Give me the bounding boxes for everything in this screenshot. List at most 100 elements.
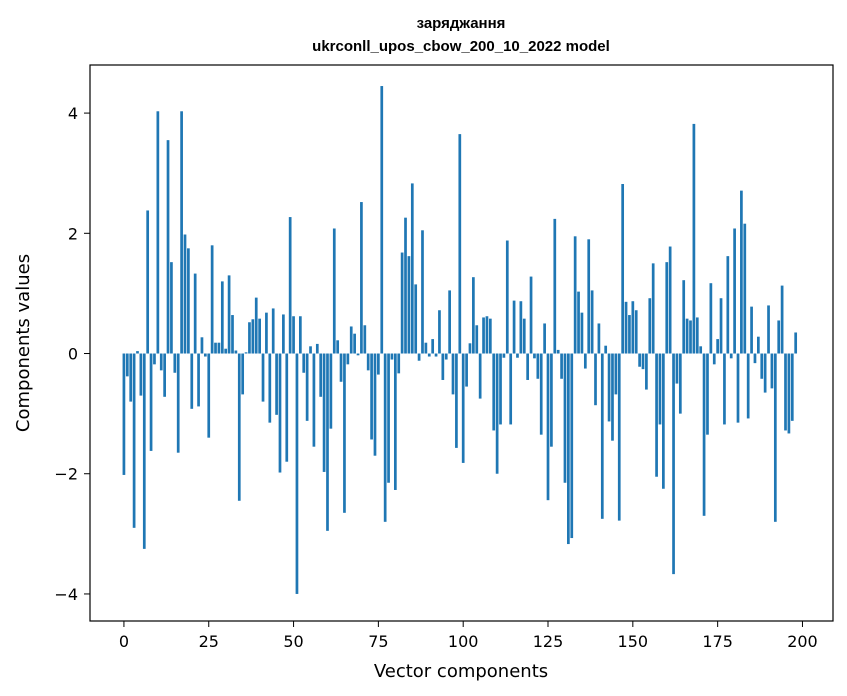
bar	[611, 353, 614, 441]
bar	[393, 353, 397, 490]
bar	[251, 319, 255, 354]
y-tick-label: 2	[68, 224, 78, 243]
bar	[570, 353, 574, 539]
bar	[417, 353, 421, 361]
bar	[322, 353, 326, 472]
bar	[624, 301, 628, 354]
bar	[529, 276, 533, 354]
bar	[268, 353, 272, 423]
bar	[634, 310, 638, 354]
bar	[787, 353, 791, 434]
bar	[580, 312, 584, 354]
x-tick-label: 0	[119, 632, 129, 651]
bar	[770, 353, 774, 389]
bar	[258, 318, 261, 354]
bar	[173, 353, 177, 373]
bars-group	[122, 86, 798, 594]
bar	[678, 353, 682, 414]
bar	[641, 353, 645, 370]
bar	[505, 240, 509, 354]
bar	[716, 339, 719, 354]
bar	[773, 353, 777, 522]
bar	[431, 339, 435, 354]
bar	[224, 348, 228, 354]
bar	[723, 353, 726, 425]
bar	[275, 353, 278, 415]
bar	[254, 297, 258, 354]
bar	[444, 353, 448, 360]
bar	[278, 353, 282, 473]
bar	[784, 353, 787, 431]
bar	[363, 325, 367, 354]
bar	[309, 346, 312, 354]
bar	[543, 323, 546, 354]
bar	[142, 353, 146, 549]
bar	[672, 353, 675, 575]
y-tick-label: 0	[68, 345, 78, 364]
bar	[516, 353, 519, 358]
bar	[492, 353, 496, 431]
bar	[400, 252, 404, 354]
bar	[244, 352, 248, 354]
bar	[332, 228, 336, 354]
bar	[600, 353, 604, 519]
bar	[522, 318, 526, 354]
bar	[780, 285, 784, 354]
bar	[556, 349, 560, 354]
bar	[153, 353, 156, 365]
bar	[136, 351, 139, 354]
bar	[217, 342, 221, 354]
bar	[478, 353, 482, 399]
bar	[709, 283, 713, 354]
bar	[712, 353, 716, 365]
bar	[265, 312, 268, 354]
bar	[590, 290, 594, 354]
bar	[539, 353, 543, 435]
bar	[373, 353, 377, 456]
y-tick-label: −2	[54, 465, 78, 484]
bar	[546, 353, 550, 501]
bar	[607, 353, 611, 422]
bar	[790, 353, 794, 421]
bar	[702, 353, 706, 516]
bar	[200, 337, 204, 354]
bar	[485, 316, 489, 354]
bar	[231, 315, 234, 354]
bar	[794, 332, 798, 354]
bar	[180, 111, 183, 354]
bar	[353, 333, 356, 354]
bar	[458, 134, 462, 354]
bar	[461, 353, 465, 463]
bar	[526, 353, 530, 380]
bar	[685, 318, 689, 354]
bar	[665, 262, 669, 354]
bar	[390, 353, 394, 360]
y-tick-label: −4	[54, 585, 78, 604]
bar	[282, 314, 285, 354]
bar	[655, 353, 658, 477]
bar	[139, 353, 143, 396]
bar	[617, 353, 621, 521]
bar	[482, 317, 485, 354]
bar	[434, 353, 438, 357]
bar	[366, 353, 370, 371]
bar	[743, 223, 747, 354]
bar	[234, 350, 238, 354]
x-axis-ticks: 0 25 50 75 100 125 150 175 200	[119, 621, 818, 651]
bar	[410, 183, 414, 354]
bar	[305, 353, 309, 421]
bar	[583, 353, 587, 369]
bar	[156, 111, 160, 354]
chart-title-line1: заряджання	[417, 15, 506, 32]
bar	[438, 310, 441, 354]
bar	[346, 353, 350, 365]
bar	[326, 353, 329, 531]
bar	[499, 353, 502, 425]
bar	[329, 353, 333, 429]
bar	[651, 263, 655, 354]
bar	[658, 353, 662, 425]
bar	[146, 210, 150, 354]
bar	[604, 345, 608, 354]
bar	[753, 353, 757, 364]
x-tick-label: 50	[283, 632, 303, 651]
